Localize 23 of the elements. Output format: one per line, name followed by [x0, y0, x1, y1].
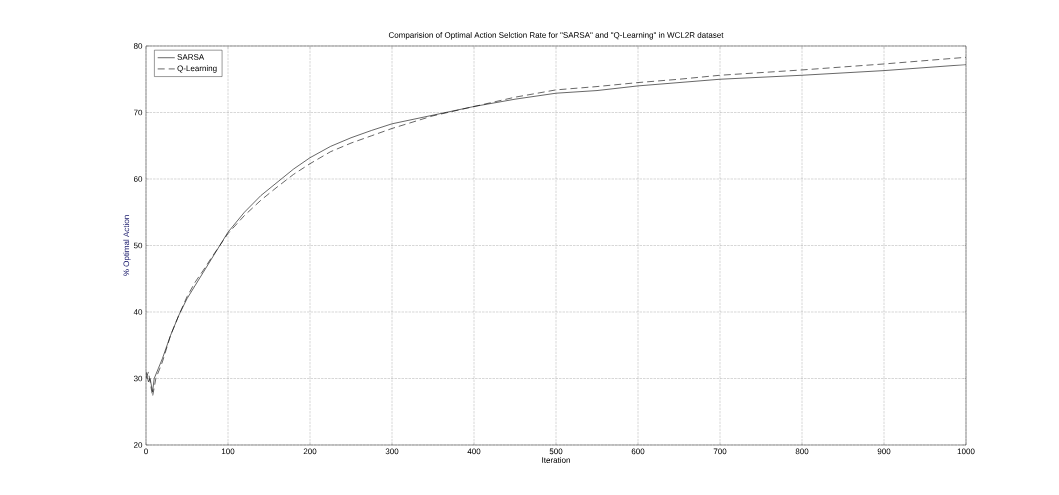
x-tick-label: 900 [877, 448, 891, 455]
y-tick-label: 60 [133, 176, 143, 182]
y-tick-label: 80 [133, 43, 143, 49]
x-tick-label: 500 [549, 448, 563, 455]
y-tick-label: 70 [133, 109, 143, 116]
y-axis-title: % Optimal Action [123, 215, 131, 276]
y-tick-label: 30 [133, 375, 143, 382]
x-tick-label: 1000 [957, 448, 975, 455]
y-tick-label: 50 [133, 242, 143, 249]
x-tick-label: 800 [795, 448, 809, 455]
legend-label: Q-Learning [177, 65, 217, 73]
x-tick-label: 300 [385, 448, 399, 455]
x-tick-label: 600 [631, 448, 645, 455]
x-tick-label: 400 [467, 448, 481, 455]
chart-title: Comparision of Optimal Action Selction Rate for "SARSA" and "Q-Learning" in WCL2R dataset [388, 32, 724, 40]
x-tick-label: 200 [303, 448, 317, 455]
x-tick-label: 100 [221, 448, 235, 455]
legend-label: SARSA [177, 54, 205, 60]
x-tick-label: 0 [144, 448, 148, 455]
y-tick-label: 40 [133, 309, 143, 315]
x-tick-label: 700 [713, 448, 727, 455]
x-axis-title: Iteration [542, 457, 570, 463]
y-tick-label: 20 [133, 442, 143, 448]
